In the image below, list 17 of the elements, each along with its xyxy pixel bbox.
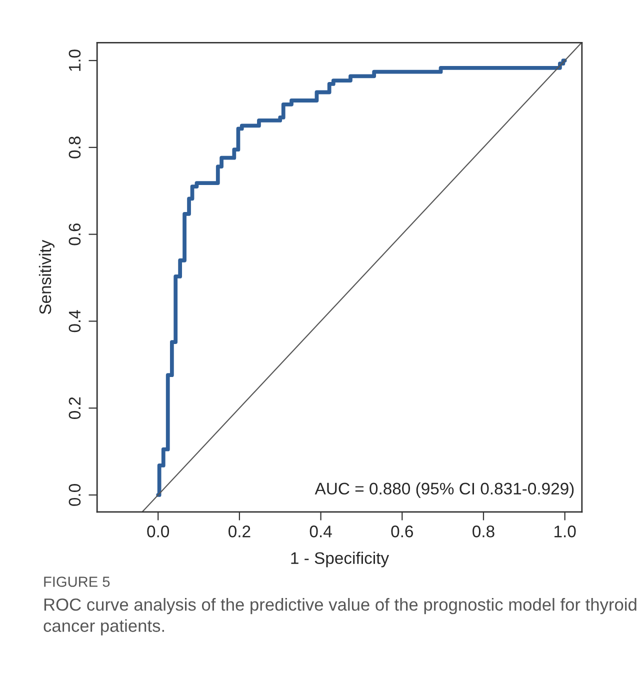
y-tick-label: 0.0 <box>68 484 81 506</box>
x-tick-label: 0.8 <box>472 526 494 538</box>
x-tick-label: 0.2 <box>228 526 250 538</box>
y-tick-label: 0.2 <box>68 397 81 420</box>
x-tick-label: 0.0 <box>147 526 170 538</box>
text: ROC curve analysis of the predictive value of the prognostic model for thyroid cancer patients. <box>44 598 636 636</box>
y-axis-title: Sensitivity <box>38 240 54 314</box>
x-tick-label: 0.4 <box>310 526 332 538</box>
annotation: AUC = 0.880 (95% CI 0.831-0.929) <box>314 482 574 498</box>
x-tick-label: 0.6 <box>391 526 413 538</box>
y-tick-label: 0.8 <box>68 136 81 158</box>
x-tick-label: 1.0 <box>554 526 576 538</box>
y-tick-label: 0.6 <box>68 223 81 246</box>
x-axis-title: 1 - Specificity <box>291 552 390 568</box>
caption: FIGURE 5 <box>44 576 110 587</box>
y-tick-label: 1.0 <box>68 50 81 71</box>
y-tick-label: 0.4 <box>68 310 81 332</box>
